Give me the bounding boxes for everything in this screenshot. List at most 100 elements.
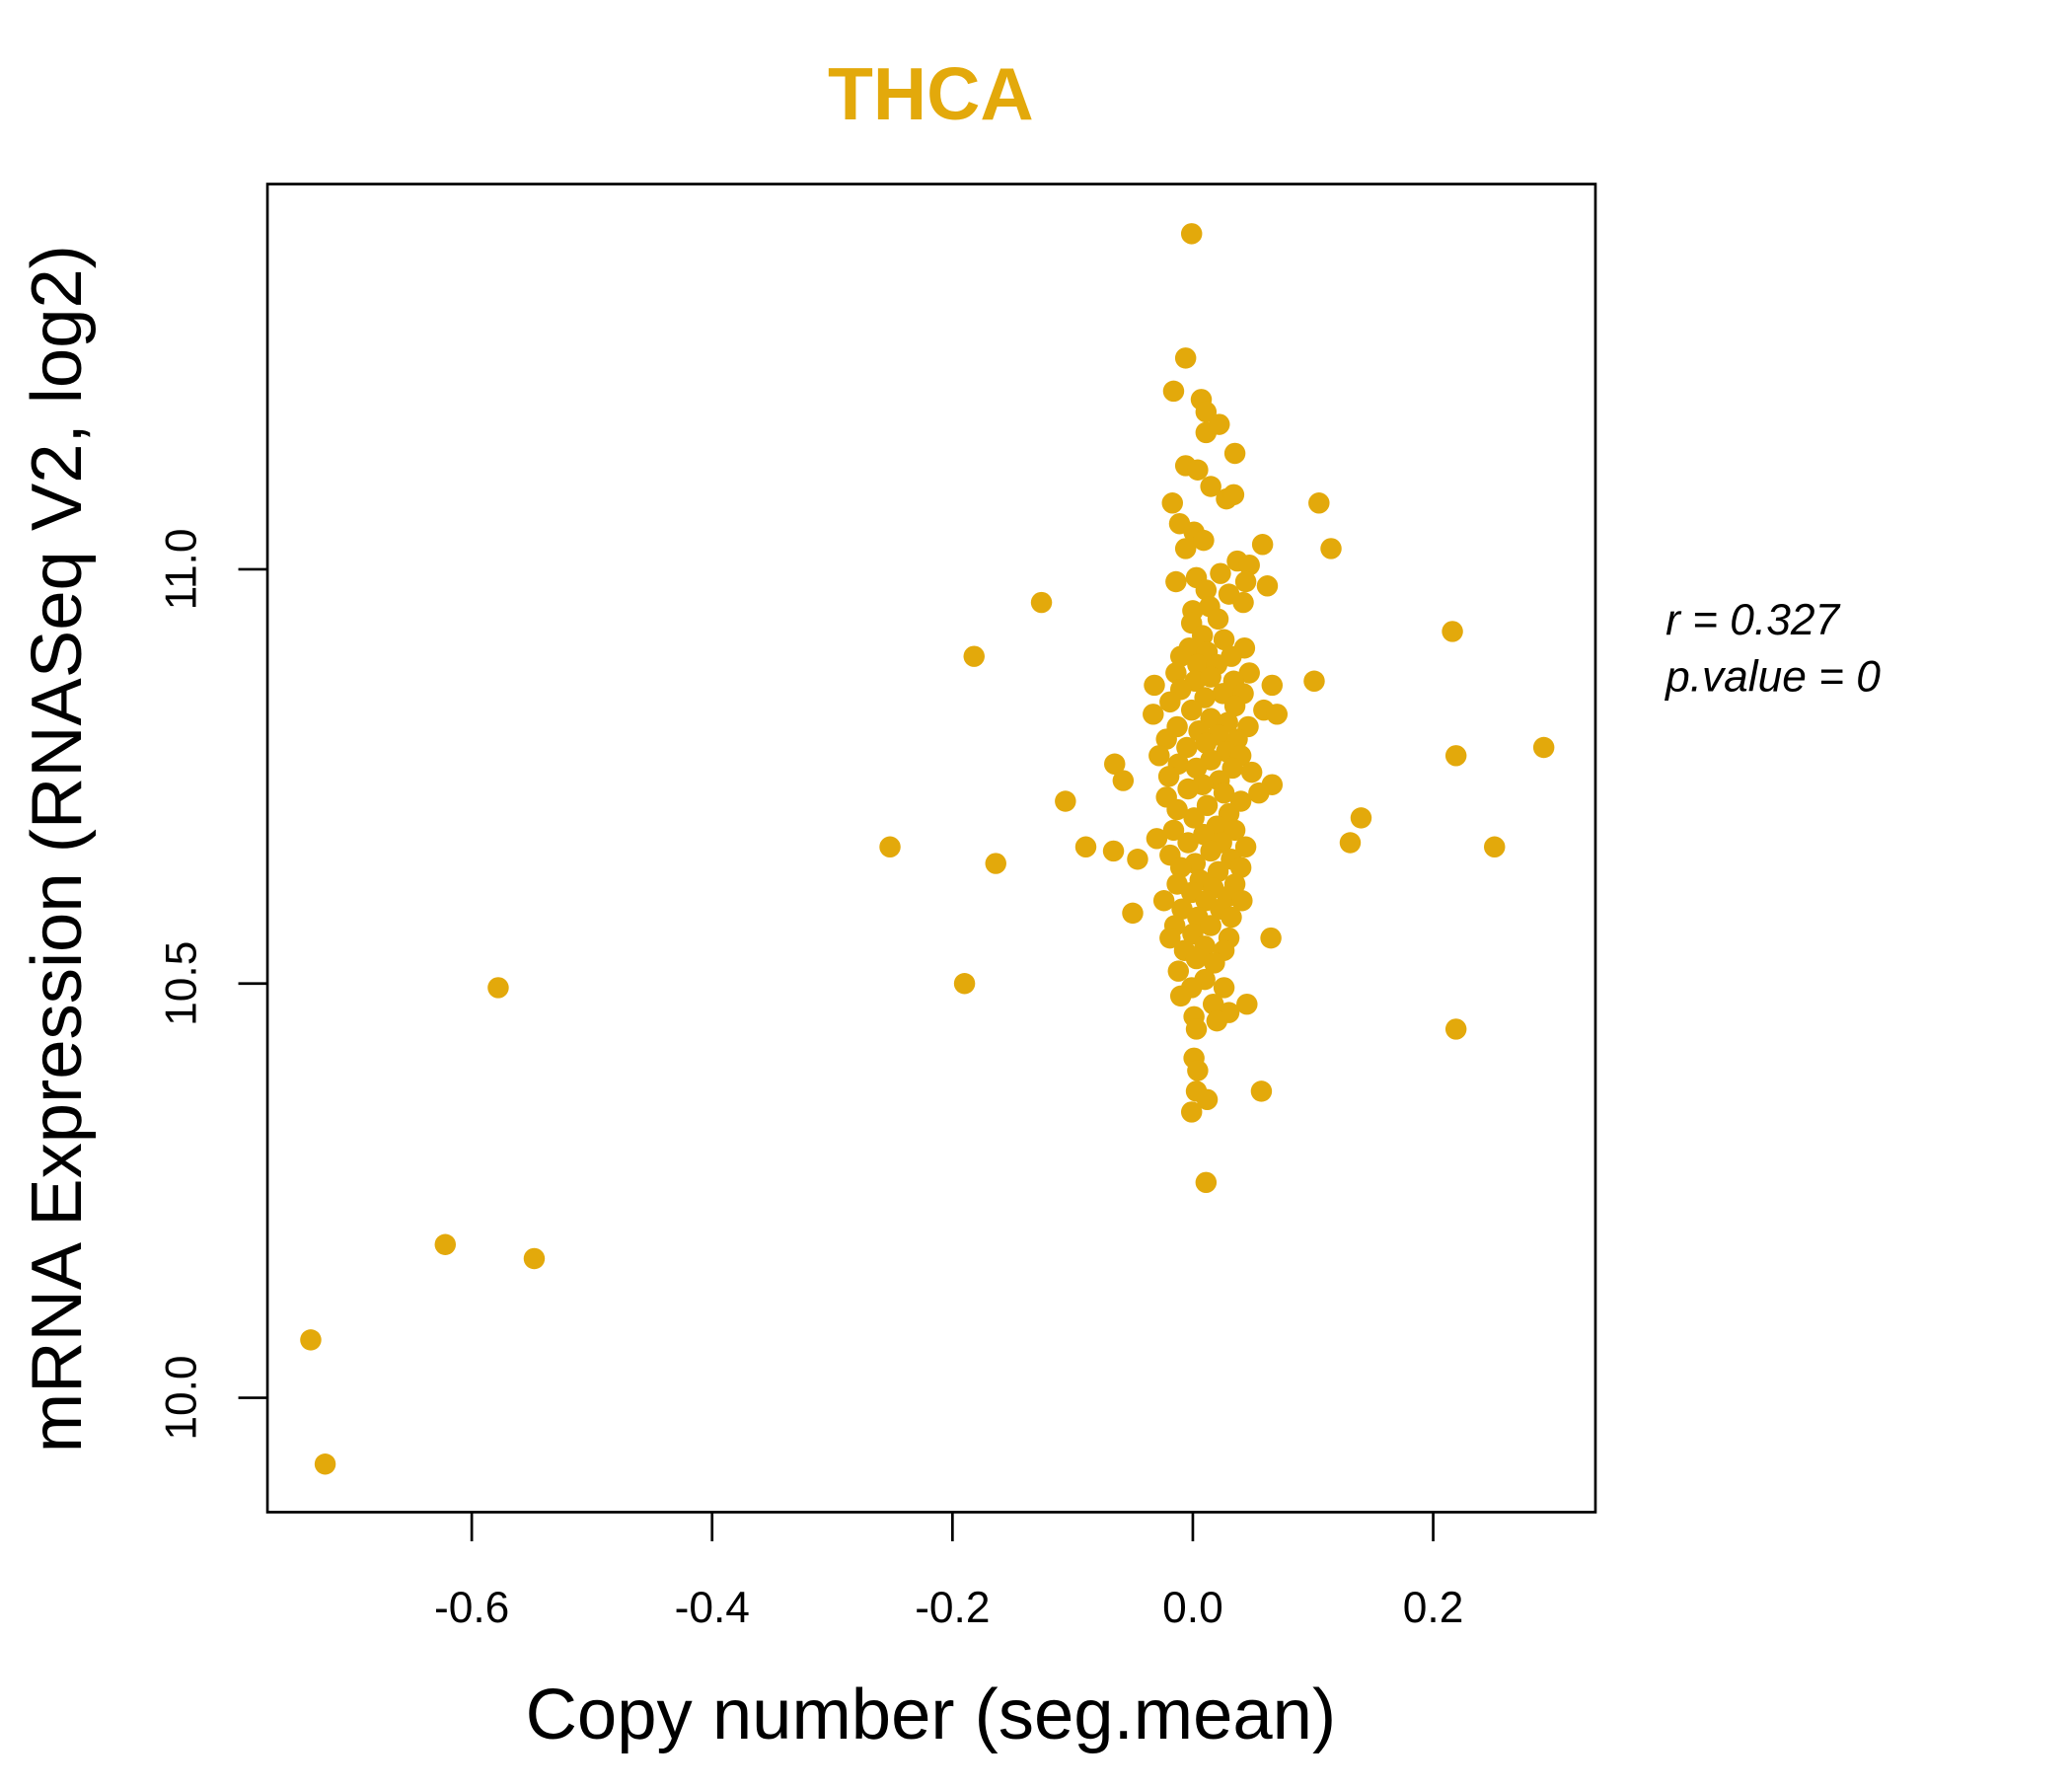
y-tick-label: 10.0 <box>158 1356 206 1441</box>
data-point <box>1194 687 1216 708</box>
data-point <box>1165 662 1187 684</box>
data-point <box>1102 840 1125 862</box>
data-point <box>1234 570 1257 593</box>
data-point <box>1320 538 1342 559</box>
data-point <box>1213 629 1235 651</box>
x-tick-label: 0.0 <box>1162 1584 1223 1632</box>
data-point <box>1196 1088 1219 1111</box>
data-point <box>300 1329 322 1351</box>
data-point <box>1162 380 1185 403</box>
data-point <box>1238 554 1260 576</box>
data-point <box>1187 1060 1209 1081</box>
data-point <box>1221 906 1242 929</box>
data-point <box>1180 699 1203 721</box>
data-point <box>1207 860 1229 883</box>
data-point <box>1484 836 1506 858</box>
data-point <box>963 645 985 667</box>
data-point <box>1146 828 1168 850</box>
data-point <box>1442 621 1463 642</box>
data-point <box>1206 1009 1228 1032</box>
data-point <box>1174 538 1197 559</box>
data-point <box>1157 766 1180 787</box>
data-point <box>1204 952 1225 974</box>
data-point <box>487 977 509 999</box>
x-axis-title: Copy number (seg.mean) <box>526 1675 1337 1754</box>
points-layer <box>300 223 1555 1475</box>
data-point <box>314 1453 336 1475</box>
data-point <box>1444 1018 1467 1040</box>
data-point <box>1339 832 1362 854</box>
data-point <box>1148 745 1170 767</box>
data-point <box>1155 728 1177 750</box>
data-point <box>1223 695 1246 717</box>
y-axis: 10.0 10.5 11.0 <box>158 529 268 1441</box>
data-point <box>1177 778 1199 800</box>
data-point <box>1030 591 1053 614</box>
data-point <box>1185 1018 1208 1040</box>
data-point <box>1195 401 1218 423</box>
data-point <box>1195 579 1218 601</box>
data-point <box>1350 807 1372 829</box>
data-point <box>1104 753 1126 776</box>
data-point <box>1185 757 1208 780</box>
data-point <box>1187 459 1209 481</box>
data-point <box>1229 857 1252 878</box>
data-point <box>1196 794 1219 817</box>
data-point <box>523 1247 546 1270</box>
plot-frame <box>265 183 1597 1514</box>
data-point <box>1236 993 1258 1015</box>
data-point <box>1112 770 1135 791</box>
data-point <box>1174 347 1197 369</box>
data-point <box>1144 674 1165 697</box>
data-point <box>1167 960 1190 982</box>
data-point <box>1209 413 1230 435</box>
data-point <box>1162 819 1185 842</box>
data-point <box>1183 807 1205 829</box>
data-point <box>1260 927 1282 949</box>
data-point <box>1250 1080 1273 1102</box>
x-tick-label: -0.2 <box>915 1584 990 1632</box>
data-point <box>1193 823 1215 846</box>
y-axis-title: mRNA Expression (RNASeq V2, log2) <box>17 245 97 1453</box>
x-axis: -0.6 -0.4 -0.2 0.0 0.2 <box>434 1512 1464 1632</box>
data-point <box>1240 761 1263 783</box>
data-point <box>1122 902 1144 925</box>
data-point <box>953 973 976 995</box>
x-tick-label: -0.6 <box>434 1584 509 1632</box>
data-point <box>1169 857 1192 878</box>
data-point <box>1177 832 1199 854</box>
data-point <box>1221 757 1243 780</box>
data-point <box>1143 704 1164 725</box>
data-point <box>1266 704 1288 725</box>
data-point <box>1303 670 1325 693</box>
data-point <box>1532 736 1555 759</box>
data-point <box>1176 736 1198 759</box>
data-point <box>1251 534 1274 556</box>
data-point <box>1231 890 1253 912</box>
data-point <box>1213 977 1235 999</box>
data-point <box>1200 666 1221 688</box>
data-point <box>1213 782 1235 804</box>
data-point <box>1207 608 1229 631</box>
data-point <box>1202 993 1224 1015</box>
data-point <box>1200 915 1221 936</box>
data-point <box>1195 1171 1218 1194</box>
y-tick-label: 10.5 <box>158 941 206 1026</box>
x-tick-label: 0.2 <box>1403 1584 1464 1632</box>
data-point <box>985 853 1006 874</box>
data-point <box>1200 476 1221 497</box>
data-point <box>1185 947 1208 970</box>
data-point <box>1127 849 1148 870</box>
data-point <box>434 1233 457 1255</box>
p-value-annotation: p.value = 0 <box>1664 652 1881 701</box>
data-point <box>1191 625 1214 646</box>
data-point <box>1248 782 1270 804</box>
correlation-annotation: r = 0.327 <box>1665 596 1840 644</box>
data-point <box>1223 819 1246 842</box>
data-point <box>1165 570 1187 593</box>
data-point <box>1166 798 1188 821</box>
data-point <box>1169 985 1192 1007</box>
data-point <box>1256 575 1279 597</box>
